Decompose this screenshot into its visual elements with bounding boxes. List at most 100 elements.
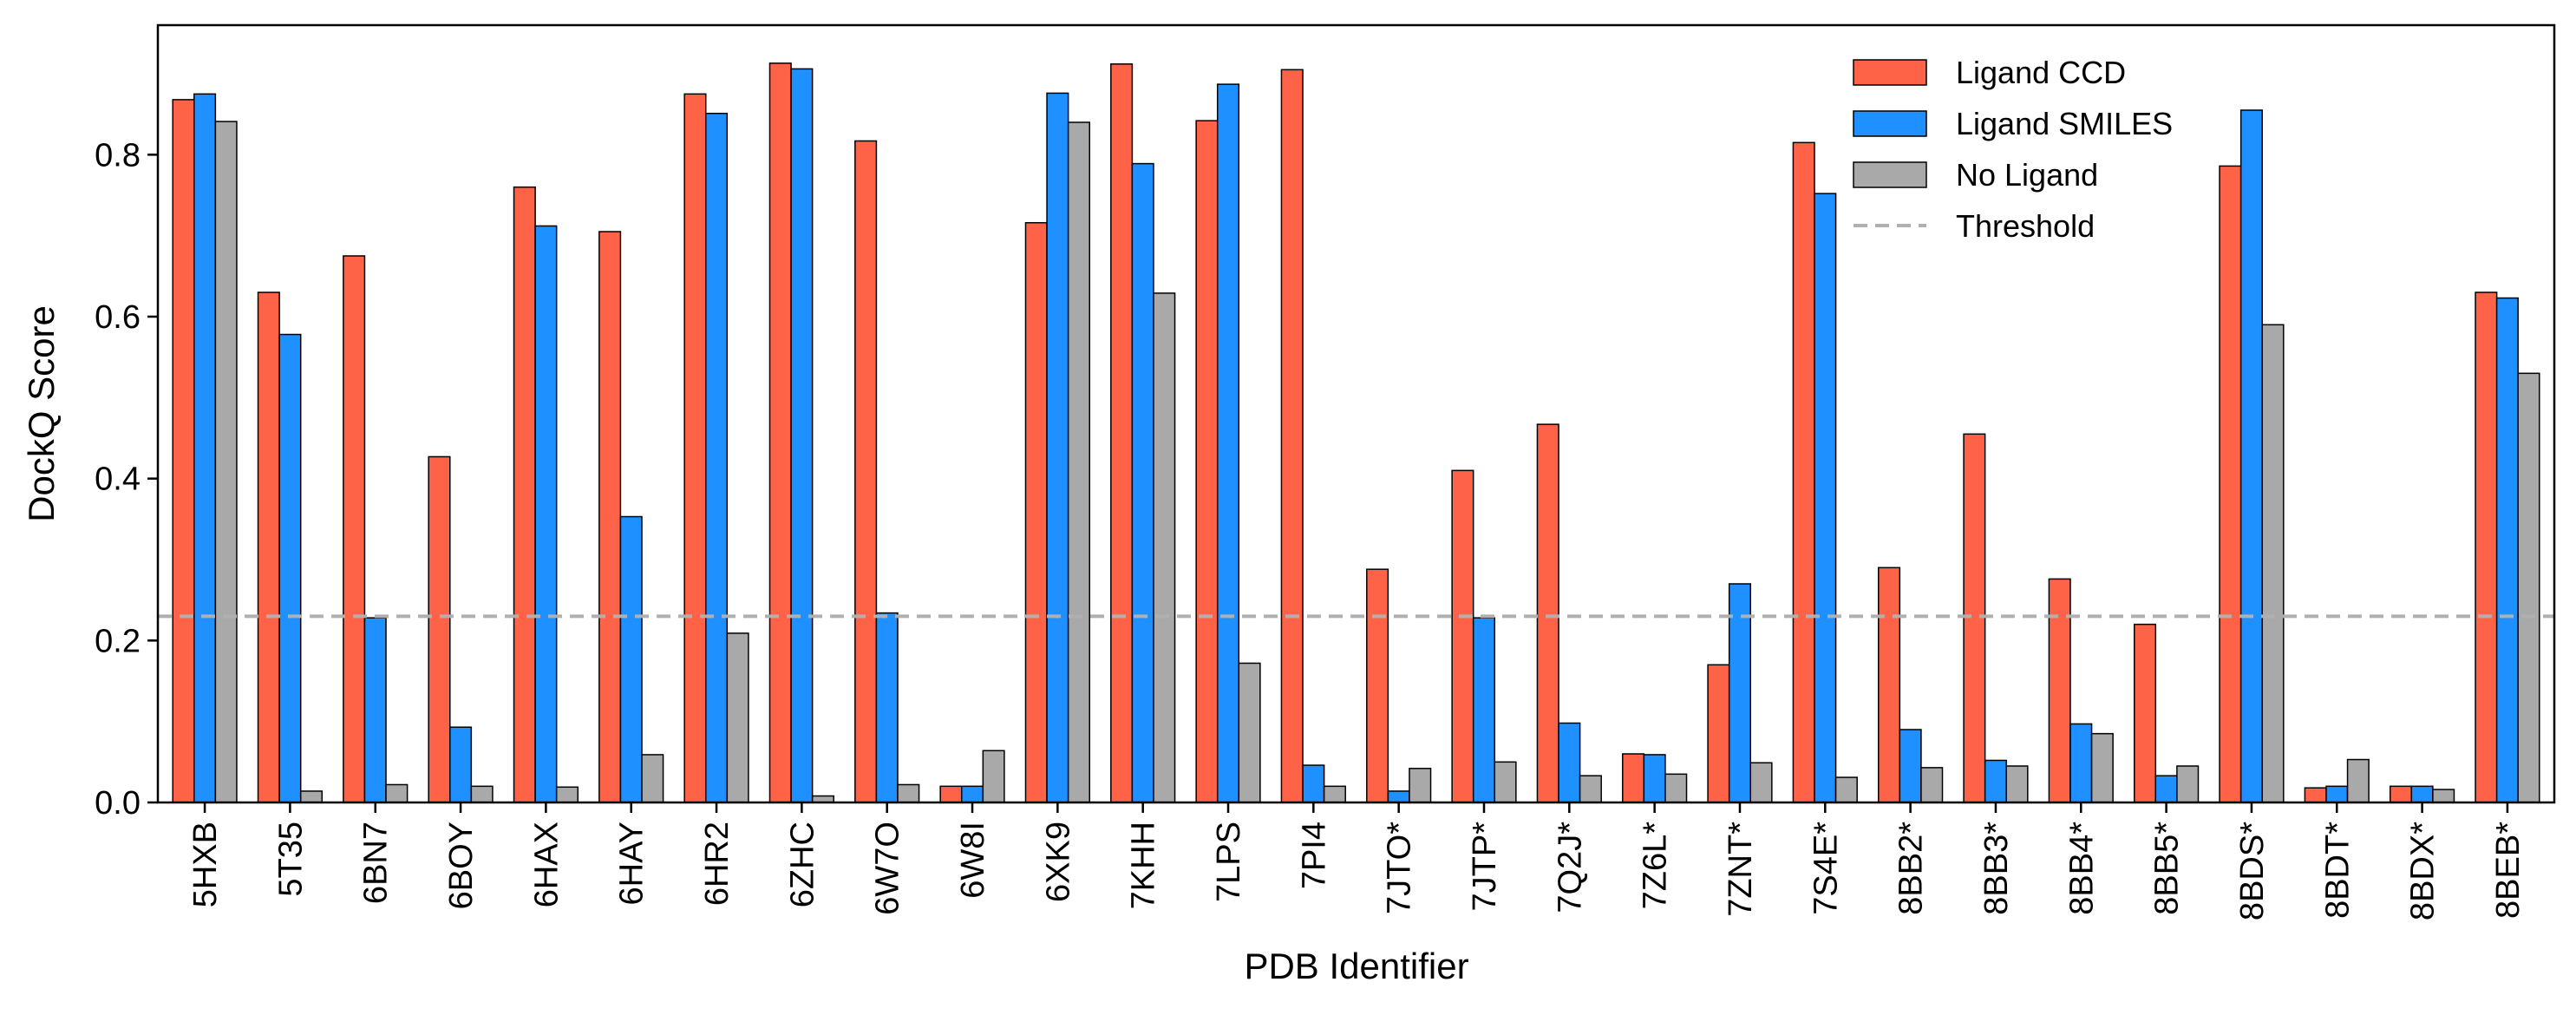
x-tick-label: 6HAY [614, 822, 651, 905]
bar-no-ligand-7pi4 [1323, 785, 1346, 803]
bar-ligand-smiles-6w7o [875, 612, 899, 803]
y-tick-label: 0.0 [95, 785, 141, 822]
y-tick-label: 0.8 [95, 137, 141, 174]
bar-ligand-smiles-8bb2-star [1899, 729, 1922, 803]
bar-ligand-smiles-6hr2 [705, 112, 729, 803]
x-tick-label: 6W7O [870, 822, 906, 915]
y-axis-ticks: 0.0 0.2 0.4 0.6 0.8 [95, 137, 158, 822]
legend-swatch-no-ligand [1853, 161, 1927, 188]
x-tick-label: 7S4E* [1808, 822, 1844, 915]
x-tick-label: 6BOY [443, 822, 480, 909]
bar-ligand-ccd-5hxb [172, 99, 195, 803]
bar-ligand-ccd-8bds-star [2219, 165, 2242, 803]
x-tick-label: 7Q2J* [1552, 822, 1588, 914]
bar-no-ligand-7s4e-star [1834, 776, 1858, 803]
bar-ligand-smiles-6xk9 [1046, 92, 1069, 803]
bar-no-ligand-5hxb [214, 121, 238, 803]
legend-swatch-ligand-smiles [1853, 110, 1927, 137]
plot-frame [156, 23, 2556, 804]
bar-ligand-smiles-6hax [534, 225, 558, 803]
x-tick-label: 6W8I [955, 822, 991, 899]
x-tick-label: 7Z6L* [1638, 822, 1674, 910]
x-tick-label: 8BDS* [2234, 822, 2271, 920]
bar-no-ligand-8bb3-star [2005, 765, 2029, 803]
x-tick-label: 8BEB* [2490, 822, 2527, 919]
x-tick-label: 8BDT* [2319, 822, 2356, 919]
x-tick-label: 6HR2 [699, 822, 736, 906]
bar-no-ligand-6xk9 [1067, 121, 1090, 803]
bar-no-ligand-7lps [1238, 662, 1261, 803]
bar-no-ligand-8bb2-star [1920, 767, 1944, 803]
bar-ligand-smiles-7khh [1131, 162, 1154, 803]
bar-no-ligand-6hax [555, 786, 579, 803]
bar-no-ligand-7znt-star [1749, 762, 1773, 803]
bar-no-ligand-6hay [641, 754, 664, 803]
bar-ligand-ccd-7khh [1110, 63, 1134, 803]
bar-no-ligand-7jto-star [1409, 768, 1432, 803]
bar-no-ligand-7z6l-star [1664, 773, 1688, 803]
bar-no-ligand-7khh [1153, 292, 1176, 803]
bar-ligand-smiles-7jtp-star [1472, 617, 1496, 803]
x-tick-label: 8BB5* [2149, 822, 2186, 915]
bar-ligand-ccd-7jtp-star [1451, 469, 1474, 803]
bar-ligand-ccd-7lps [1195, 120, 1219, 803]
bar-ligand-smiles-8beb-star [2495, 297, 2519, 803]
bar-ligand-smiles-8bdx-star [2410, 785, 2434, 803]
bar-no-ligand-7jtp-star [1494, 761, 1517, 803]
bar-no-ligand-6hr2 [726, 632, 749, 803]
x-tick-label: 7JTO* [1382, 822, 1418, 914]
bar-no-ligand-6w8i [982, 750, 1005, 803]
x-tick-label: 7LPS [1211, 822, 1247, 902]
bar-no-ligand-8bb5-star [2176, 765, 2200, 803]
bar-no-ligand-5t35 [299, 790, 324, 803]
y-tick-label: 0.6 [95, 299, 141, 336]
y-tick-label: 0.4 [95, 462, 141, 498]
bar-ligand-ccd-7pi4 [1280, 69, 1304, 803]
bar-ligand-ccd-7z6l-star [1622, 753, 1645, 803]
bar-ligand-ccd-8bb2-star [1878, 566, 1901, 803]
bar-ligand-ccd-7znt-star [1707, 664, 1730, 803]
bar-ligand-ccd-6hax [513, 186, 536, 803]
x-tick-label: 6BN7 [358, 822, 395, 904]
bar-ligand-ccd-7q2j-star [1536, 423, 1559, 803]
bar-ligand-ccd-5t35 [257, 291, 280, 803]
bar-ligand-ccd-8bb4-star [2048, 578, 2071, 803]
x-tick-label: 7ZNT* [1723, 822, 1759, 917]
bars-layer [172, 62, 2540, 803]
bar-no-ligand-6bn7 [385, 783, 409, 803]
x-tick-label: 6XK9 [1040, 822, 1076, 902]
x-tick-label: 8BB4* [2063, 822, 2100, 915]
y-axis-title: DockQ Score [21, 305, 62, 522]
bar-ligand-smiles-7pi4 [1302, 764, 1325, 803]
bar-ligand-ccd-6hr2 [683, 93, 707, 803]
legend-label-ligand-smiles: Ligand SMILES [1956, 106, 2173, 141]
x-tick-label: 6ZHC [784, 822, 821, 907]
bar-ligand-ccd-6hay [598, 231, 622, 803]
x-axis-ticks: 5HXB 5T35 6BN7 6BOY 6HAX 6HAY 6HR2 6ZHC 6W7O 6W8I… [187, 802, 2527, 920]
bar-ligand-smiles-5hxb [193, 93, 217, 803]
bar-ligand-smiles-7znt-star [1728, 583, 1752, 803]
bar-ligand-ccd-6boy [428, 455, 451, 803]
bar-no-ligand-8bds-star [2261, 324, 2285, 803]
legend-label-threshold: Threshold [1956, 208, 2095, 244]
x-tick-label: 6HAX [528, 822, 565, 907]
x-tick-label: 5HXB [187, 822, 224, 907]
bar-ligand-ccd-6bn7 [343, 255, 366, 803]
bar-no-ligand-6boy [470, 785, 494, 803]
bar-ligand-smiles-7jto-star [1387, 790, 1410, 803]
bar-no-ligand-8bdt-star [2346, 758, 2370, 803]
bar-ligand-ccd-8bdt-star [2304, 787, 2327, 803]
bar-ligand-smiles-7s4e-star [1814, 193, 1837, 803]
bar-ligand-smiles-6boy [449, 726, 473, 803]
y-tick-label: 0.2 [95, 623, 141, 659]
bar-ligand-ccd-8bdx-star [2389, 785, 2413, 803]
bar-no-ligand-6w7o [897, 783, 920, 803]
bar-ligand-smiles-8bds-star [2239, 109, 2263, 803]
x-tick-label: 8BDX* [2405, 822, 2442, 920]
bar-ligand-ccd-6w7o [854, 140, 878, 803]
bar-ligand-smiles-7lps [1216, 83, 1240, 803]
bar-ligand-smiles-8bb3-star [1984, 759, 2007, 803]
bar-ligand-smiles-6hay [619, 515, 643, 803]
bar-ligand-ccd-8bb5-star [2133, 623, 2157, 803]
